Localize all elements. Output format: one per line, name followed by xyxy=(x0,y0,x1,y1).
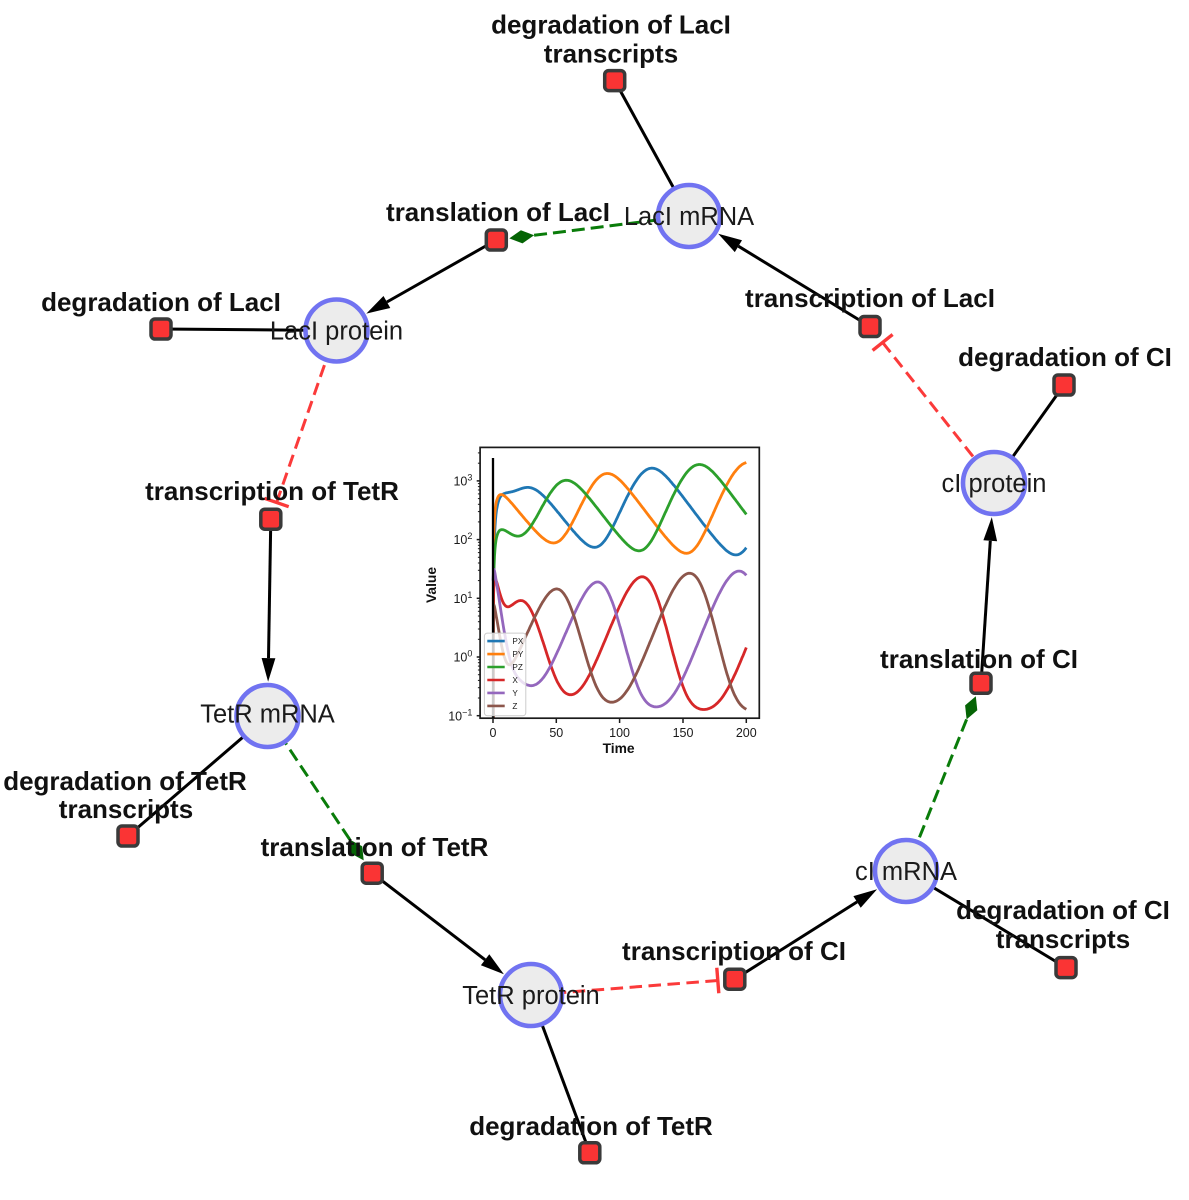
svg-text:PY: PY xyxy=(512,650,523,659)
svg-text:transcripts: transcripts xyxy=(544,39,678,69)
svg-text:Value: Value xyxy=(424,567,439,603)
svg-text:transcripts: transcripts xyxy=(996,924,1130,954)
svg-text:degradation of CI: degradation of CI xyxy=(958,342,1172,372)
svg-text:degradation of LacI: degradation of LacI xyxy=(491,10,731,40)
svg-text:50: 50 xyxy=(549,726,563,740)
svg-text:LacI protein: LacI protein xyxy=(270,317,403,345)
svg-text:translation of CI: translation of CI xyxy=(880,644,1078,674)
svg-text:degradation of LacI: degradation of LacI xyxy=(41,287,281,317)
svg-text:translation of LacI: translation of LacI xyxy=(386,197,610,227)
svg-text:PZ: PZ xyxy=(512,663,522,672)
svg-text:transcription of LacI: transcription of LacI xyxy=(745,283,995,313)
svg-text:degradation of TetR: degradation of TetR xyxy=(469,1111,713,1141)
svg-text:Z: Z xyxy=(512,702,517,711)
svg-text:TetR protein: TetR protein xyxy=(462,982,600,1010)
svg-text:degradation of TetR: degradation of TetR xyxy=(3,766,247,796)
svg-text:TetR mRNA: TetR mRNA xyxy=(200,700,335,728)
svg-text:transcription of TetR: transcription of TetR xyxy=(145,476,399,506)
svg-text:translation of TetR: translation of TetR xyxy=(261,832,489,862)
svg-text:cI mRNA: cI mRNA xyxy=(855,858,957,886)
svg-text:200: 200 xyxy=(736,726,757,740)
svg-text:100: 100 xyxy=(609,726,630,740)
svg-text:X: X xyxy=(512,676,518,685)
svg-text:transcripts: transcripts xyxy=(59,794,193,824)
svg-text:degradation of CI: degradation of CI xyxy=(956,895,1170,925)
svg-text:0: 0 xyxy=(490,726,497,740)
svg-text:PX: PX xyxy=(512,637,523,646)
svg-text:Time: Time xyxy=(603,741,635,756)
svg-text:LacI mRNA: LacI mRNA xyxy=(624,203,754,231)
svg-text:transcription of CI: transcription of CI xyxy=(622,936,846,966)
svg-text:cI protein: cI protein xyxy=(942,470,1047,498)
svg-text:150: 150 xyxy=(673,726,694,740)
svg-text:Y: Y xyxy=(512,689,518,698)
